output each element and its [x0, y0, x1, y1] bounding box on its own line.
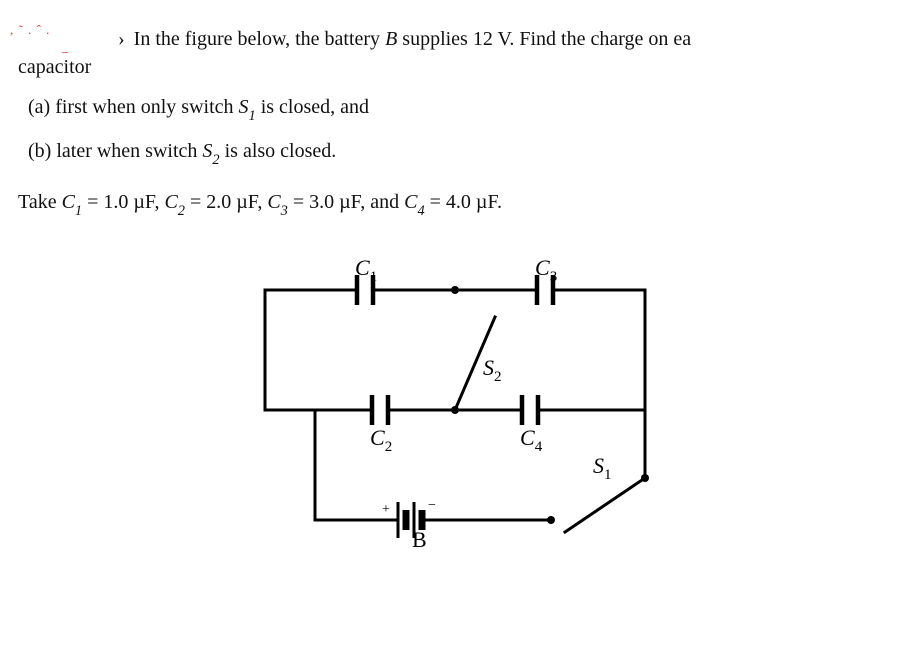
- circuit-diagram: C1 C3 C2 C4 S2 S1 B + −: [18, 245, 892, 564]
- battery-symbol: B: [385, 28, 397, 50]
- part-b: (b) later when switch S2 is also closed.: [28, 136, 892, 170]
- period: .: [497, 191, 502, 213]
- muF-1: µF: [133, 191, 154, 213]
- part-a-sub: 1: [249, 108, 256, 124]
- circuit-svg: C1 C3 C2 C4 S2 S1 B + −: [245, 245, 665, 555]
- c2-sub: 2: [178, 203, 185, 219]
- capacitor-word: capacitor: [18, 52, 892, 82]
- c1-eq: = 1.0: [82, 191, 133, 213]
- c1-sub: 1: [75, 203, 82, 219]
- part-b-label: (b): [28, 140, 51, 162]
- c1-sym: C: [62, 191, 75, 213]
- part-b-text: later when switch: [56, 140, 197, 162]
- c4-eq: = 4.0: [425, 191, 476, 213]
- intro-text-2: supplies 12 V. Find the charge on ea: [402, 28, 691, 50]
- part-b-tail: is also closed.: [225, 140, 337, 162]
- problem-intro: › In the figure below, the battery B sup…: [18, 24, 892, 82]
- comma-2: ,: [257, 191, 267, 213]
- c3-sym: C: [267, 191, 280, 213]
- batt-label: B: [412, 527, 427, 552]
- muF-3: µF: [339, 191, 360, 213]
- part-a-label: (a): [28, 96, 50, 118]
- c4-sym: C: [404, 191, 417, 213]
- given-values: Take C1 = 1.0 µF, C2 = 2.0 µF, C3 = 3.0 …: [18, 187, 892, 221]
- and-word: , and: [360, 191, 404, 213]
- batt-plus: +: [382, 502, 390, 517]
- s2-node-top: [451, 286, 459, 294]
- part-a: (a) first when only switch S1 is closed,…: [28, 92, 892, 126]
- c2-eq: = 2.0: [185, 191, 236, 213]
- s1-label: S1: [593, 453, 612, 483]
- part-b-sym: S: [202, 140, 212, 162]
- muF-4: µF: [476, 191, 497, 213]
- muF-2: µF: [236, 191, 257, 213]
- cap-accent: ¯: [62, 48, 68, 66]
- c2-label: C2: [370, 425, 392, 455]
- s1-arm: [565, 478, 645, 532]
- red-scribble: , ˜ . ˆ .: [10, 20, 50, 40]
- batt-minus: −: [428, 498, 436, 513]
- c3-sub: 3: [281, 203, 288, 219]
- intro-text-1: In the figure below, the battery: [134, 28, 380, 50]
- part-a-sym: S: [239, 96, 249, 118]
- s2-label: S2: [483, 355, 502, 385]
- comma-1: ,: [154, 191, 164, 213]
- part-b-sub: 2: [212, 152, 219, 168]
- c4-label: C4: [520, 425, 543, 455]
- part-a-tail: is closed, and: [261, 96, 369, 118]
- part-a-text: first when only switch: [55, 96, 233, 118]
- s1-node-left: [547, 516, 555, 524]
- c3-eq: = 3.0: [288, 191, 339, 213]
- c2-sym: C: [164, 191, 177, 213]
- given-head: Take: [18, 191, 57, 213]
- c4-sub: 4: [417, 203, 424, 219]
